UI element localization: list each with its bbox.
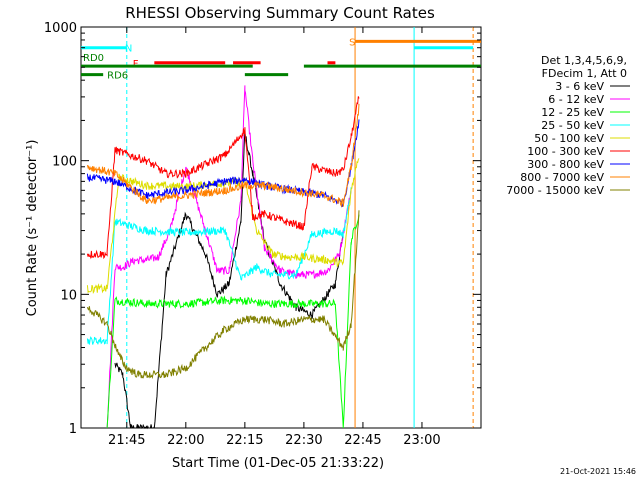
x-tick-label-1: 22:00	[167, 433, 204, 448]
legend-label-1: 6 - 12 keV	[548, 93, 604, 106]
y-axis-label: Count Rate (s⁻¹ detector⁻¹)	[25, 140, 40, 317]
y-axis-ticks: 1 10 100 1000	[44, 21, 481, 437]
x-tick-label-2: 22:15	[226, 433, 263, 448]
chart-title: RHESSI Observing Summary Count Rates	[125, 4, 435, 22]
legend-label-0: 3 - 6 keV	[555, 80, 604, 93]
y-tick-label-2: 100	[52, 155, 77, 170]
legend-header-0: Det 1,3,4,5,6,9,	[541, 54, 627, 67]
legend-header-1: FDecim 1, Att 0	[542, 67, 627, 80]
flag-label-f: F	[133, 59, 139, 70]
series-line-5	[86, 96, 360, 260]
legend-label-8: 7000 - 15000 keV	[506, 184, 604, 197]
y-tick-label-3: 1000	[44, 21, 77, 36]
x-tick-label-4: 22:45	[344, 433, 381, 448]
x-axis-label: Start Time (01-Dec-05 21:33:22)	[172, 456, 384, 471]
x-axis-ticks: 21:45 22:00 22:15 22:30 22:45 23:00	[108, 27, 441, 448]
legend-label-5: 100 - 300 keV	[527, 145, 604, 158]
legend-label-2: 12 - 25 keV	[541, 106, 604, 119]
flag-label-s: S	[349, 37, 355, 48]
series-line-8	[86, 210, 360, 380]
series-line-7	[86, 103, 360, 208]
series-line-0	[114, 129, 344, 430]
flag-label-n: N	[125, 44, 132, 55]
series-line-2	[106, 214, 360, 429]
timestamp: 21-Oct-2021 15:46	[560, 467, 636, 476]
legend-label-4: 50 - 100 keV	[534, 132, 604, 145]
flag-label-rd6: RD6	[107, 71, 128, 82]
series-line-1	[106, 85, 352, 429]
flag-label-rd0: RD0	[83, 53, 104, 64]
legend-label-6: 300 - 800 keV	[527, 158, 604, 171]
y-tick-label-0: 1	[69, 422, 77, 437]
series-lines	[86, 85, 360, 430]
x-tick-label-3: 22:30	[285, 433, 322, 448]
series-line-3	[86, 187, 352, 345]
plot-frame	[80, 26, 482, 429]
legend-label-3: 25 - 50 keV	[541, 119, 604, 132]
legend: Det 1,3,4,5,6,9,FDecim 1, Att 03 - 6 keV…	[506, 54, 630, 197]
y-tick-label-1: 10	[60, 288, 77, 303]
legend-label-7: 800 - 7000 keV	[520, 171, 604, 184]
x-tick-label-5: 23:00	[403, 433, 440, 448]
x-tick-label-0: 21:45	[108, 433, 145, 448]
